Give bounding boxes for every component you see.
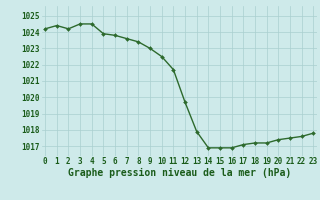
X-axis label: Graphe pression niveau de la mer (hPa): Graphe pression niveau de la mer (hPa): [68, 168, 291, 178]
